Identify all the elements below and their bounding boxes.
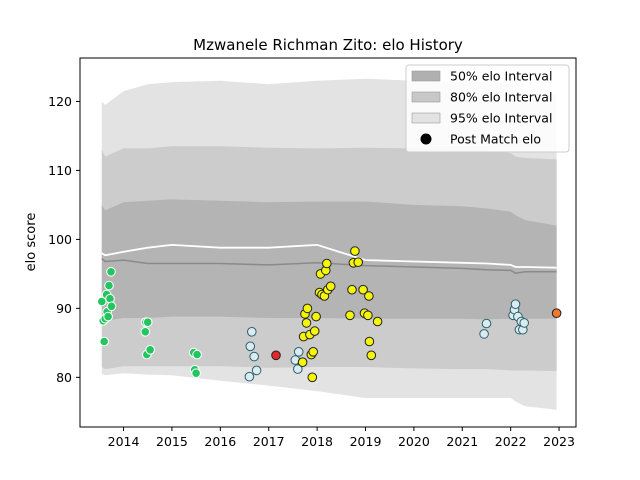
data-point bbox=[105, 293, 115, 304]
legend: 50% elo Interval 80% elo Interval 95% elo … bbox=[405, 64, 570, 153]
data-point bbox=[551, 308, 562, 319]
x-tick-label: 2016 bbox=[204, 434, 236, 449]
legend-label: 50% elo Interval bbox=[450, 69, 552, 84]
x-tick-label: 2015 bbox=[156, 434, 188, 449]
data-point bbox=[99, 336, 109, 347]
data-point bbox=[364, 336, 375, 347]
legend-box bbox=[405, 64, 570, 153]
legend-label: 80% elo Interval bbox=[450, 90, 552, 105]
data-point bbox=[245, 341, 256, 352]
post-match-points bbox=[97, 246, 562, 383]
data-point bbox=[247, 327, 257, 337]
data-point bbox=[302, 303, 313, 314]
data-point bbox=[293, 364, 303, 374]
data-point bbox=[372, 316, 383, 327]
data-point bbox=[364, 291, 374, 301]
data-point bbox=[145, 345, 155, 355]
data-point bbox=[106, 301, 117, 312]
data-point bbox=[345, 310, 355, 321]
chart-title: Mzwanele Richman Zito: elo History bbox=[193, 36, 463, 54]
data-point bbox=[142, 317, 153, 328]
x-tick-label: 2018 bbox=[301, 434, 333, 449]
x-tick-label: 2023 bbox=[543, 434, 575, 449]
legend-swatch bbox=[411, 91, 441, 103]
data-point bbox=[192, 349, 202, 360]
data-point bbox=[293, 347, 304, 357]
x-tick-label: 2020 bbox=[398, 434, 430, 449]
legend-swatch bbox=[411, 112, 441, 124]
data-point bbox=[103, 311, 113, 322]
mean-line bbox=[101, 243, 557, 269]
data-point bbox=[363, 310, 373, 321]
data-point bbox=[519, 318, 530, 328]
data-point bbox=[479, 329, 489, 339]
data-point bbox=[309, 326, 320, 336]
y-tick-label: 100 bbox=[48, 232, 72, 247]
data-point bbox=[301, 318, 312, 328]
x-tick-label: 2019 bbox=[350, 434, 382, 449]
data-point bbox=[251, 365, 262, 376]
x-tick-label: 2017 bbox=[253, 434, 285, 449]
data-point bbox=[322, 258, 332, 269]
trend-lines bbox=[101, 243, 557, 274]
data-point bbox=[297, 357, 308, 368]
data-point bbox=[347, 284, 357, 295]
data-point bbox=[97, 296, 107, 307]
data-point bbox=[191, 368, 201, 379]
data-point bbox=[481, 318, 492, 329]
y-tick-label: 80 bbox=[56, 370, 72, 385]
data-point bbox=[104, 280, 114, 291]
data-point bbox=[358, 284, 368, 295]
y-tick-label: 110 bbox=[48, 163, 72, 178]
legend-label: 95% elo Interval bbox=[450, 111, 552, 126]
legend-swatch bbox=[411, 70, 441, 82]
data-point bbox=[325, 281, 336, 292]
data-point bbox=[308, 347, 319, 357]
data-point bbox=[244, 371, 255, 382]
data-point bbox=[140, 327, 151, 337]
y-axis-ticks: 80 90 100 110 120 bbox=[48, 94, 80, 385]
data-point bbox=[353, 257, 364, 268]
interval-bands bbox=[101, 78, 557, 410]
data-point bbox=[307, 372, 318, 383]
data-point bbox=[366, 350, 377, 361]
plot-frame bbox=[79, 57, 577, 428]
median-line bbox=[101, 258, 557, 274]
data-point bbox=[249, 351, 259, 362]
x-axis-ticks: 2014 2015 2016 2017 2018 2019 2020 2021 2022 2023 bbox=[108, 427, 575, 449]
data-point bbox=[510, 299, 521, 310]
data-point bbox=[271, 350, 281, 361]
y-tick-label: 120 bbox=[48, 94, 72, 109]
y-axis-label: elo score bbox=[24, 213, 39, 272]
x-tick-label: 2022 bbox=[495, 434, 527, 449]
legend-marker bbox=[420, 133, 432, 145]
y-tick-label: 90 bbox=[56, 301, 72, 316]
data-point bbox=[106, 267, 116, 277]
legend-label: Post Match elo bbox=[450, 132, 541, 147]
data-point bbox=[311, 311, 321, 322]
x-tick-label: 2021 bbox=[446, 434, 478, 449]
data-point bbox=[350, 246, 360, 256]
x-tick-label: 2014 bbox=[108, 434, 140, 449]
